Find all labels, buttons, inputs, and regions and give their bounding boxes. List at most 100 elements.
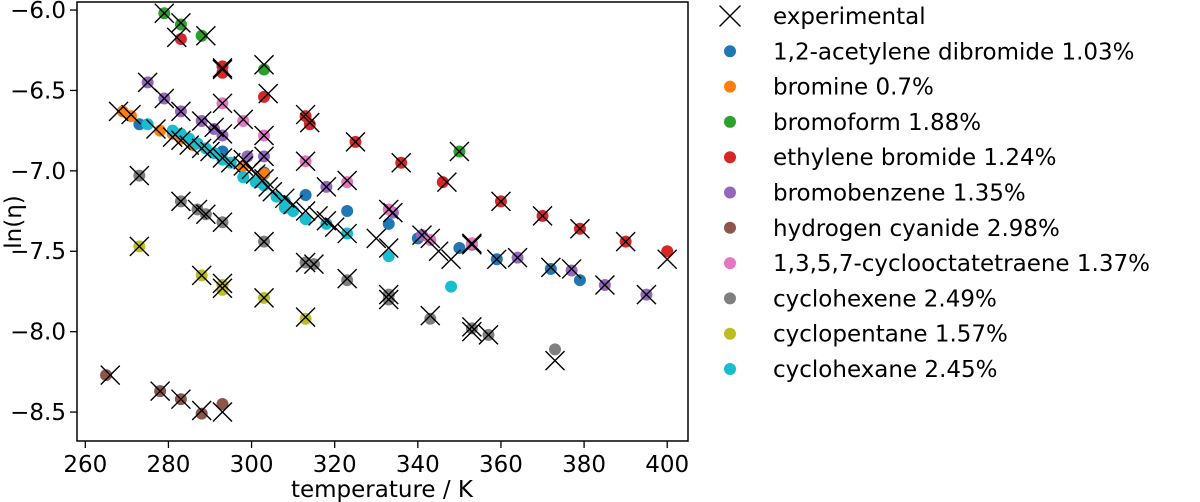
series-3 <box>174 32 674 258</box>
legend-marker <box>724 363 736 375</box>
y-tick-label: −7.5 <box>10 239 66 265</box>
experimental-marker-stroke <box>254 287 275 308</box>
experimental-marker-stroke <box>100 365 121 386</box>
experimental-marker <box>337 268 358 289</box>
experimental-marker <box>490 191 511 212</box>
legend-label: hydrogen cyanide 2.98% <box>773 216 1060 242</box>
experimental-marker-stroke <box>461 234 482 255</box>
experimental-marker <box>212 93 233 114</box>
experimental-marker <box>441 249 462 270</box>
experimental-marker <box>191 111 212 131</box>
experimental-marker <box>378 289 399 310</box>
data-point <box>341 176 354 189</box>
experimental-marker <box>420 228 441 249</box>
experimental-marker-stroke <box>191 111 212 131</box>
experimental-marker-stroke <box>121 104 142 125</box>
experimental-marker-stroke <box>378 199 399 220</box>
x-tick-label: 260 <box>63 452 107 478</box>
experimental-marker <box>137 72 158 93</box>
experimental-marker <box>254 287 275 308</box>
data-point <box>445 280 458 293</box>
data-point <box>216 66 229 79</box>
y-tick-label: −6.5 <box>10 78 66 104</box>
legend-entry: 1,2-acetylene dibromide 1.03% <box>724 39 1135 65</box>
experimental-marker-stroke <box>254 168 275 189</box>
experimental-marker <box>170 389 191 410</box>
data-point <box>174 32 187 45</box>
experimental-marker <box>337 223 358 244</box>
experimental-marker <box>420 305 441 326</box>
legend-marker <box>724 221 736 234</box>
experimental-marker-stroke <box>212 59 233 80</box>
experimental-marker-stroke <box>378 289 399 310</box>
legend-label: bromobenzene 1.35% <box>773 181 1026 207</box>
experimental-marker-stroke <box>200 141 221 162</box>
legend-marker <box>724 151 736 164</box>
experimental-marker-stroke <box>212 273 233 294</box>
experimental-marker-stroke <box>191 265 212 286</box>
experimental-marker <box>170 12 191 33</box>
experimental-marker-stroke <box>154 3 175 24</box>
data-point <box>195 29 208 42</box>
data-point <box>133 118 146 131</box>
y-tick-label: −6.0 <box>10 0 66 24</box>
experimental-marker <box>561 258 582 279</box>
experimental-marker <box>411 225 432 246</box>
experimental-marker-stroke <box>220 152 241 173</box>
experimental-marker <box>274 188 295 209</box>
experimental-marker-stroke <box>569 218 590 239</box>
experimental-marker-stroke <box>195 25 216 46</box>
experimental-marker-stroke <box>295 252 316 273</box>
legend-entry: cyclopentane 1.57% <box>724 322 1008 348</box>
legend-label: cyclohexene 2.49% <box>773 286 997 312</box>
experimental-marker-stroke <box>324 217 345 238</box>
data-point <box>341 205 354 218</box>
experimental-marker-stroke <box>316 210 337 231</box>
experimental-marker-stroke <box>461 233 482 254</box>
experimental-marker <box>544 350 565 371</box>
y-tick-label: −8.5 <box>10 400 66 426</box>
experimental-marker-stroke <box>420 305 441 326</box>
x-tick-label: 280 <box>146 452 190 478</box>
experimental-marker <box>337 170 358 191</box>
experimental-marker-stroke <box>295 104 316 125</box>
experimental-marker-stroke <box>478 324 499 345</box>
experimental-marker-stroke <box>154 88 175 109</box>
experimental-marker-stroke <box>378 238 399 259</box>
experimental-marker <box>507 247 528 268</box>
experimental-marker <box>129 236 150 257</box>
experimental-marker <box>366 228 387 249</box>
experimental-marker-stroke <box>170 101 191 122</box>
experimental-marker <box>378 199 399 220</box>
experimental-marker <box>212 402 233 423</box>
legend-label: experimental <box>773 4 926 30</box>
experimental-marker-stroke <box>636 284 657 305</box>
experimental-marker <box>461 321 482 342</box>
experimental-marker <box>295 252 316 273</box>
experimental-marker-stroke <box>594 275 615 296</box>
experimental-marker <box>154 3 175 24</box>
experimental-marker-stroke <box>162 127 183 148</box>
legend-marker <box>724 186 736 199</box>
experimental-marker <box>254 125 275 146</box>
experimental-marker <box>657 249 678 270</box>
x-tick-label: 320 <box>313 452 357 478</box>
legend-entry: bromobenzene 1.35% <box>724 181 1026 207</box>
experimental-marker-stroke <box>258 83 279 104</box>
experimental-marker <box>532 205 553 226</box>
experimental-marker <box>100 365 121 386</box>
data-point <box>216 283 229 296</box>
x-tick-label: 300 <box>230 452 274 478</box>
legend-entry: cyclohexane 2.45% <box>724 357 998 383</box>
x-tick-label: 360 <box>479 452 523 478</box>
data-point <box>258 63 271 76</box>
data-point <box>195 407 208 420</box>
legend-label: cyclopentane 1.57% <box>773 322 1008 348</box>
experimental-marker <box>212 57 233 78</box>
data-point <box>341 274 354 287</box>
experimental-marker <box>191 400 212 421</box>
experimental-marker-stroke <box>295 201 316 222</box>
data-point <box>382 217 395 230</box>
legend-marker <box>724 45 736 58</box>
experimental-marker-stroke <box>212 278 233 299</box>
